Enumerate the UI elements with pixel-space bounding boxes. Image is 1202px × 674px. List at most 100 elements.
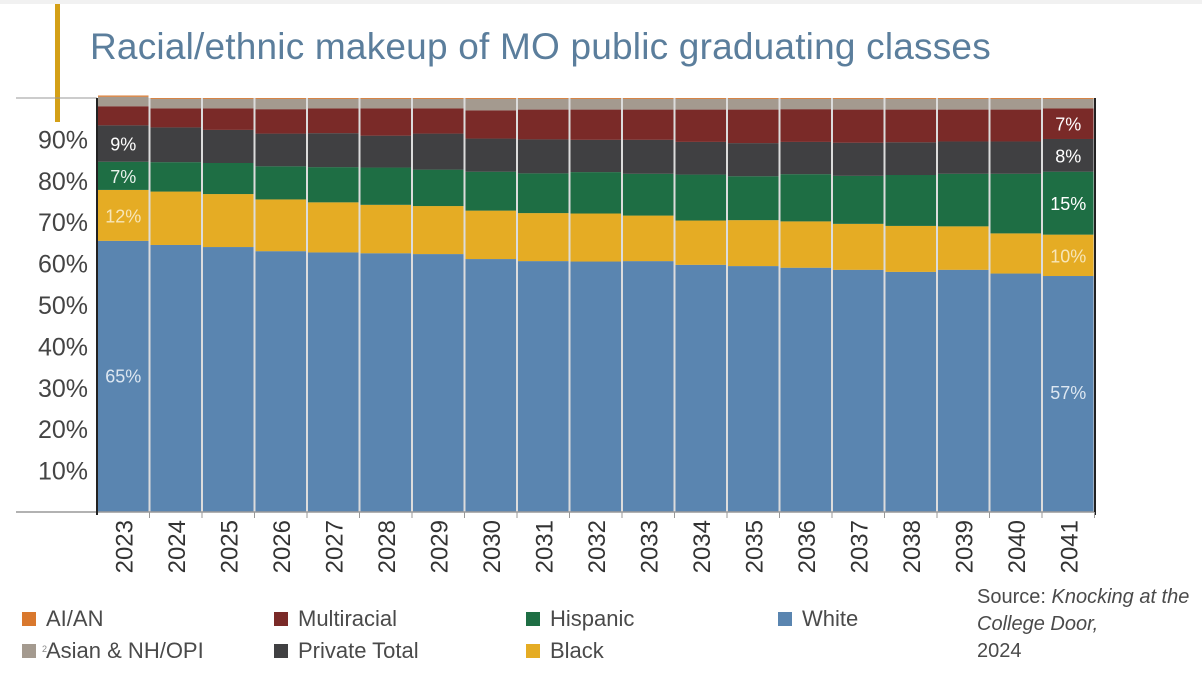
bar-asian-2027 <box>308 98 359 109</box>
bar-white-2031 <box>518 261 569 512</box>
y-tick-label-10: 10% <box>38 458 88 486</box>
bar-aian-2030 <box>465 98 516 99</box>
source-prefix: Source: <box>977 586 1052 608</box>
bar-white-2033 <box>623 261 674 512</box>
bar-hispanic-2041 <box>1043 171 1094 235</box>
bar-multiracial-2037 <box>833 109 884 143</box>
bar-multiracial-2031 <box>518 109 569 140</box>
bar-black-2038 <box>885 225 936 272</box>
bar-private-2024 <box>150 127 201 163</box>
x-tick-label-2031: 2031 <box>531 520 558 573</box>
bar-black-2029 <box>413 206 464 255</box>
bar-asian-2039 <box>938 98 989 110</box>
bar-private-2033 <box>623 139 674 174</box>
bar-white-2032 <box>570 261 621 512</box>
y-tick-label-50: 50% <box>38 292 88 320</box>
bar-asian-2038 <box>885 98 936 110</box>
bar-black-2040 <box>990 233 1041 274</box>
bar-aian-2036 <box>780 98 831 99</box>
bar-private-2030 <box>465 138 516 172</box>
source-year: 2024 <box>977 640 1022 662</box>
bar-multiracial-2041 <box>1043 108 1094 139</box>
bar-white-2024 <box>150 244 201 512</box>
y-tick-label-70: 70% <box>38 209 88 237</box>
bar-multiracial-2024 <box>150 108 201 128</box>
bar-hispanic-2023 <box>98 161 149 190</box>
bar-multiracial-2030 <box>465 110 516 139</box>
bar-asian-2037 <box>833 98 884 110</box>
bar-white-2030 <box>465 259 516 512</box>
bar-multiracial-2036 <box>780 109 831 142</box>
y-tick-label-40: 40% <box>38 333 88 361</box>
bar-asian-2036 <box>780 98 831 110</box>
bar-hispanic-2029 <box>413 169 464 207</box>
bar-black-2030 <box>465 210 516 260</box>
bar-white-2026 <box>255 251 306 512</box>
bar-white-2028 <box>360 253 411 512</box>
bar-white-2038 <box>885 271 936 512</box>
bar-black-2036 <box>780 221 831 268</box>
bar-multiracial-2035 <box>728 109 779 144</box>
bar-aian-2040 <box>990 98 1041 99</box>
data-label-hispanic-2041: 15% <box>1050 194 1086 214</box>
bar-asian-2026 <box>255 98 306 110</box>
bar-black-2037 <box>833 223 884 270</box>
x-tick-label-2030: 2030 <box>479 520 506 573</box>
bar-asian-2034 <box>675 98 726 110</box>
bar-black-2028 <box>360 204 411 254</box>
x-tick-label-2032: 2032 <box>584 520 611 573</box>
data-label-white-2023: 65% <box>105 366 141 386</box>
bar-private-2032 <box>570 139 621 173</box>
bar-aian-2034 <box>675 98 726 99</box>
bar-asian-2041 <box>1043 98 1094 109</box>
data-label-hispanic-2023: 7% <box>110 167 136 187</box>
bar-asian-2024 <box>150 98 201 109</box>
bar-hispanic-2032 <box>570 172 621 214</box>
bar-multiracial-2039 <box>938 109 989 142</box>
corner-mark: 2 <box>42 644 48 654</box>
bar-private-2036 <box>780 141 831 175</box>
chart-title: Racial/ethnic makeup of MO public gradua… <box>90 26 991 67</box>
bar-asian-2030 <box>465 98 516 111</box>
x-tick-label-2029: 2029 <box>426 520 453 573</box>
bar-hispanic-2038 <box>885 175 936 226</box>
bar-black-2027 <box>308 202 359 253</box>
bar-asian-2031 <box>518 98 569 110</box>
bar-aian-2024 <box>150 98 201 99</box>
y-tick-label-60: 60% <box>38 251 88 279</box>
bar-multiracial-2025 <box>203 108 254 130</box>
source-note: Source: Knocking at the College Door, 20… <box>977 584 1192 665</box>
bar-white-2035 <box>728 266 779 512</box>
bar-black-2032 <box>570 213 621 262</box>
accent-bar <box>55 4 60 122</box>
bar-asian-2028 <box>360 98 411 109</box>
bar-hispanic-2026 <box>255 166 306 200</box>
bar-black-2033 <box>623 215 674 262</box>
bar-white-2036 <box>780 267 831 512</box>
bar-private-2034 <box>675 141 726 175</box>
x-tick-label-2041: 2041 <box>1056 520 1083 573</box>
bar-asian-2023 <box>98 96 149 107</box>
x-tick-label-2036: 2036 <box>794 520 821 573</box>
x-tick-label-2040: 2040 <box>1004 520 1031 573</box>
x-tick-label-2034: 2034 <box>689 520 716 573</box>
bar-white-2029 <box>413 254 464 512</box>
y-tick-label-30: 30% <box>38 375 88 403</box>
bar-private-2040 <box>990 141 1041 174</box>
bar-private-2026 <box>255 133 306 167</box>
data-label-black-2041: 10% <box>1050 246 1086 266</box>
bar-private-2037 <box>833 142 884 176</box>
bar-hispanic-2035 <box>728 176 779 221</box>
bar-multiracial-2026 <box>255 109 306 134</box>
bar-white-2027 <box>308 252 359 513</box>
x-tick-label-2024: 2024 <box>164 520 191 573</box>
bar-black-2026 <box>255 199 306 252</box>
y-tick-label-80: 80% <box>38 168 88 196</box>
bar-multiracial-2033 <box>623 109 674 140</box>
bar-asian-2029 <box>413 98 464 109</box>
bar-hispanic-2031 <box>518 173 569 214</box>
bar-aian-2027 <box>308 98 359 99</box>
bar-private-2028 <box>360 135 411 168</box>
x-tick-label-2026: 2026 <box>269 520 296 573</box>
